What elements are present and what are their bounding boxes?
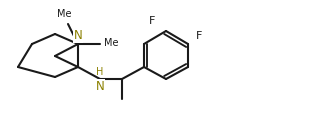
Text: Me: Me: [57, 9, 71, 19]
Text: H: H: [96, 67, 104, 77]
Text: N: N: [73, 29, 82, 42]
Text: F: F: [149, 16, 155, 26]
Text: Me: Me: [104, 38, 118, 48]
Text: N: N: [96, 80, 104, 93]
Text: F: F: [196, 31, 202, 41]
